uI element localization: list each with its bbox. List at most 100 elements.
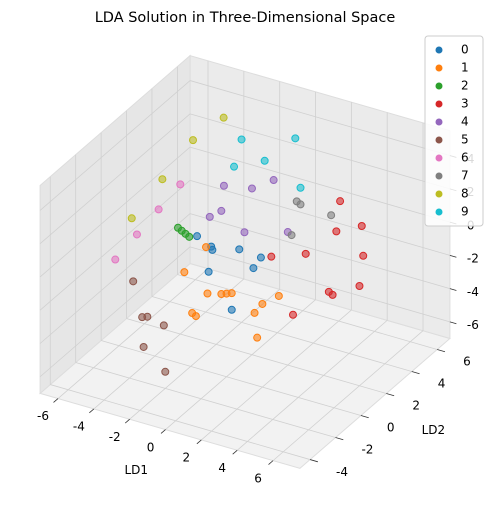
legend-marker <box>436 83 443 90</box>
chart-title: LDA Solution in Three-Dimensional Space <box>95 10 396 26</box>
point <box>186 233 193 240</box>
point <box>257 254 264 261</box>
legend-marker <box>436 191 443 198</box>
legend-box <box>425 36 483 226</box>
point <box>270 177 277 184</box>
point <box>218 291 225 298</box>
x-tick-label: 2 <box>183 451 191 465</box>
legend-label: 6 <box>461 151 469 165</box>
point <box>356 282 363 289</box>
point <box>228 290 235 297</box>
x-tick-label: 6 <box>254 471 262 485</box>
point <box>261 157 268 164</box>
legend-marker <box>436 155 443 162</box>
y-tick-label: 4 <box>438 377 446 391</box>
point <box>288 232 295 239</box>
legend-label: 8 <box>461 187 469 201</box>
y-tick <box>386 394 394 396</box>
point <box>290 311 297 318</box>
point <box>194 233 201 240</box>
z-tick <box>450 255 456 257</box>
x-tick-label: -4 <box>73 420 85 434</box>
point <box>360 252 367 259</box>
legend-label: 7 <box>461 169 469 183</box>
x-axis-label: LD1 <box>124 463 148 477</box>
point <box>333 228 340 235</box>
z-tick-label: -2 <box>467 252 479 266</box>
point <box>250 265 257 272</box>
x-tick <box>269 461 274 465</box>
x-tick <box>54 399 59 403</box>
y-tick <box>361 416 369 418</box>
point <box>236 246 243 253</box>
y-tick <box>412 371 420 373</box>
point <box>190 137 197 144</box>
legend-label: 1 <box>461 61 469 75</box>
point <box>162 368 169 375</box>
x-tick <box>233 450 238 454</box>
x-tick <box>125 419 130 423</box>
point <box>155 206 162 213</box>
y-tick-label: -4 <box>336 465 348 479</box>
point <box>220 114 227 121</box>
point <box>159 176 166 183</box>
point <box>238 136 245 143</box>
point <box>329 291 336 298</box>
z-tick-label: -4 <box>467 285 479 299</box>
y-tick-label: 6 <box>463 355 471 369</box>
point <box>358 222 365 229</box>
y-tick <box>437 349 445 351</box>
legend-marker <box>436 209 443 216</box>
z-tick <box>450 322 456 324</box>
y-axis-label: LD2 <box>422 423 446 437</box>
legend-marker <box>436 173 443 180</box>
point <box>144 313 151 320</box>
point <box>231 163 238 170</box>
point <box>259 300 266 307</box>
point <box>130 278 137 285</box>
point <box>192 313 199 320</box>
point <box>218 207 225 214</box>
point <box>254 334 261 341</box>
z-tick <box>450 289 456 291</box>
legend-marker <box>436 101 443 108</box>
point <box>302 250 309 257</box>
x-tick-label: 4 <box>218 461 226 475</box>
x-tick <box>161 430 166 434</box>
point <box>251 309 258 316</box>
y-tick-label: -2 <box>361 443 373 457</box>
y-tick <box>335 438 343 440</box>
legend-label: 5 <box>461 133 469 147</box>
point <box>181 269 188 276</box>
point <box>206 213 213 220</box>
legend-label: 9 <box>461 205 469 219</box>
point <box>292 135 299 142</box>
z-tick-label: -6 <box>467 318 479 332</box>
point <box>220 182 227 189</box>
x-tick <box>89 409 94 413</box>
point <box>177 181 184 188</box>
point <box>328 212 335 219</box>
x-tick-label: 0 <box>147 440 155 454</box>
point <box>160 322 167 329</box>
point <box>174 224 181 231</box>
point <box>128 215 135 222</box>
x-tick-label: -2 <box>109 430 121 444</box>
point <box>297 184 304 191</box>
point <box>133 231 140 238</box>
point <box>241 229 248 236</box>
point <box>275 292 282 299</box>
point <box>140 343 147 350</box>
point <box>205 268 212 275</box>
y-tick-label: 2 <box>412 399 420 413</box>
legend-marker <box>436 47 443 54</box>
legend-marker <box>436 137 443 144</box>
point <box>337 198 344 205</box>
point <box>112 256 119 263</box>
y-tick <box>310 460 318 462</box>
x-tick <box>197 440 202 444</box>
x-tick-label: -6 <box>37 409 49 423</box>
legend-label: 3 <box>461 97 469 111</box>
legend-label: 2 <box>461 79 469 93</box>
